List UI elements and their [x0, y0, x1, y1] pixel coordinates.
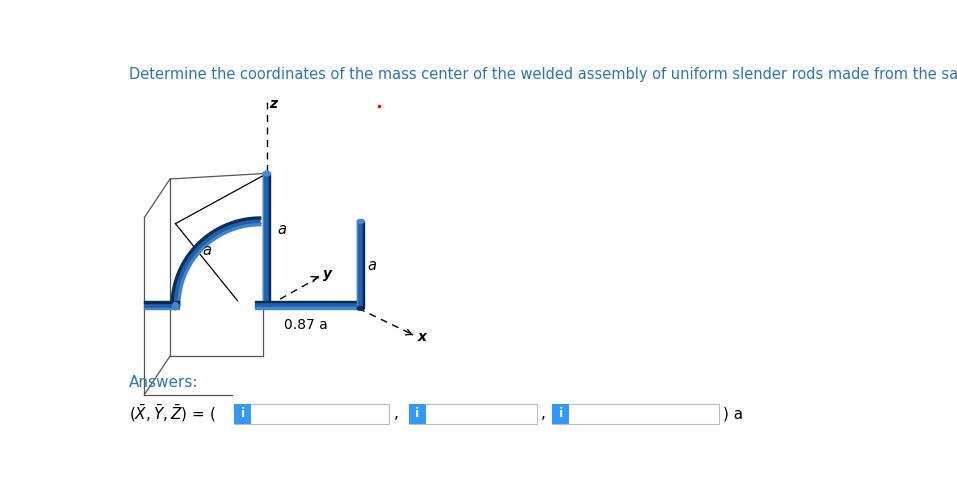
Text: i: i	[415, 408, 419, 420]
Text: x: x	[418, 330, 427, 344]
Polygon shape	[177, 223, 260, 306]
Ellipse shape	[357, 307, 364, 310]
FancyBboxPatch shape	[552, 404, 569, 424]
Text: y: y	[323, 267, 332, 281]
FancyBboxPatch shape	[552, 404, 719, 424]
Text: ,: ,	[542, 407, 546, 421]
Text: Determine the coordinates of the mass center of the welded assembly of uniform s: Determine the coordinates of the mass ce…	[129, 67, 957, 83]
Ellipse shape	[263, 171, 271, 176]
Text: a: a	[277, 222, 286, 237]
Text: 0.87 a: 0.87 a	[283, 318, 327, 331]
Polygon shape	[171, 218, 260, 306]
Text: $(\bar{X},\bar{Y},\bar{Z})$ = (: $(\bar{X},\bar{Y},\bar{Z})$ = (	[129, 403, 215, 424]
FancyBboxPatch shape	[409, 404, 426, 424]
Text: z: z	[269, 96, 278, 111]
Text: a: a	[367, 258, 377, 273]
FancyBboxPatch shape	[234, 404, 252, 424]
Text: i: i	[559, 408, 563, 420]
Ellipse shape	[357, 219, 364, 223]
Text: ) a: ) a	[723, 407, 744, 421]
Text: i: i	[241, 408, 245, 420]
Text: ,: ,	[394, 407, 399, 421]
FancyBboxPatch shape	[234, 404, 389, 424]
FancyBboxPatch shape	[409, 404, 537, 424]
Text: a: a	[202, 243, 211, 258]
Ellipse shape	[172, 302, 178, 310]
Text: Answers:: Answers:	[129, 375, 198, 390]
Polygon shape	[171, 218, 260, 306]
